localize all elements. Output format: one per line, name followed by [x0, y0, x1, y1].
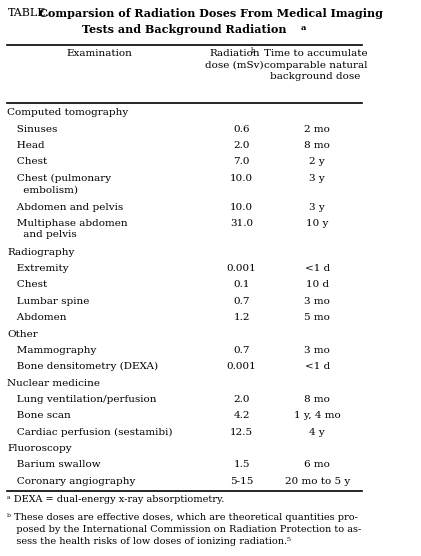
Text: 0.6: 0.6 [234, 125, 250, 133]
Text: Other: Other [8, 330, 38, 339]
Text: 31.0: 31.0 [230, 219, 253, 228]
Text: Lumbar spine: Lumbar spine [8, 297, 90, 306]
Text: a: a [301, 24, 306, 32]
Text: 0.7: 0.7 [234, 346, 250, 355]
Text: ᵃ DEXA = dual-energy x-ray absorptiometry.: ᵃ DEXA = dual-energy x-ray absorptiometr… [8, 495, 225, 504]
Text: Fluoroscopy: Fluoroscopy [8, 444, 72, 453]
Text: Mammography: Mammography [8, 346, 97, 355]
Text: 6 mo: 6 mo [304, 460, 330, 469]
Text: 8 mo: 8 mo [304, 395, 330, 404]
Text: Radiography: Radiography [8, 248, 75, 257]
Text: Coronary angiography: Coronary angiography [8, 477, 136, 486]
Text: 4 y: 4 y [309, 428, 325, 437]
Text: 0.001: 0.001 [227, 363, 256, 371]
Text: Lung ventilation/perfusion: Lung ventilation/perfusion [8, 395, 157, 404]
Text: Chest (pulmonary
     embolism): Chest (pulmonary embolism) [8, 173, 112, 194]
Text: Chest: Chest [8, 280, 48, 290]
Text: Tests and Background Radiation: Tests and Background Radiation [82, 24, 287, 35]
Text: ᵇ These doses are effective doses, which are theoretical quantities pro-
   pose: ᵇ These doses are effective doses, which… [8, 513, 362, 547]
Text: Head: Head [8, 141, 45, 150]
Text: 2 y: 2 y [309, 157, 325, 166]
Text: 8 mo: 8 mo [304, 141, 330, 150]
Text: Abdomen and pelvis: Abdomen and pelvis [8, 202, 124, 211]
Text: Bone scan: Bone scan [8, 411, 71, 420]
Text: 20 mo to 5 y: 20 mo to 5 y [285, 477, 350, 486]
Text: 10.0: 10.0 [230, 202, 253, 211]
Text: 1 y, 4 mo: 1 y, 4 mo [294, 411, 341, 420]
Text: 10.0: 10.0 [230, 173, 253, 183]
Text: 1.5: 1.5 [234, 460, 250, 469]
Text: Bone densitometry (DEXA): Bone densitometry (DEXA) [8, 363, 158, 371]
Text: 2.0: 2.0 [234, 395, 250, 404]
Text: 3 y: 3 y [309, 173, 325, 183]
Text: 10 y: 10 y [306, 219, 328, 228]
Text: <1 d: <1 d [305, 363, 330, 371]
Text: 7.0: 7.0 [234, 157, 250, 166]
Text: Barium swallow: Barium swallow [8, 460, 101, 469]
Text: 5 mo: 5 mo [304, 313, 330, 322]
Text: 0.001: 0.001 [227, 264, 256, 273]
Text: 12.5: 12.5 [230, 428, 253, 437]
Text: 3 y: 3 y [309, 202, 325, 211]
Text: 3 mo: 3 mo [304, 297, 330, 306]
Text: 0.7: 0.7 [234, 297, 250, 306]
Text: Chest: Chest [8, 157, 48, 166]
Text: 2.0: 2.0 [234, 141, 250, 150]
Text: Radiation
dose (mSv): Radiation dose (mSv) [205, 49, 264, 70]
Text: Comparsion of Radiation Doses From Medical Imaging: Comparsion of Radiation Doses From Medic… [39, 8, 383, 19]
Text: 5-15: 5-15 [230, 477, 253, 486]
Text: b: b [250, 47, 255, 54]
Text: Multiphase abdomen
     and pelvis: Multiphase abdomen and pelvis [8, 219, 128, 239]
Text: 4.2: 4.2 [234, 411, 250, 420]
Text: Examination: Examination [67, 49, 133, 58]
Text: Nuclear medicine: Nuclear medicine [8, 379, 100, 388]
Text: <1 d: <1 d [305, 264, 330, 273]
Text: Cardiac perfusion (sestamibi): Cardiac perfusion (sestamibi) [8, 428, 173, 437]
Text: Computed tomography: Computed tomography [8, 108, 129, 117]
Text: 10 d: 10 d [306, 280, 329, 290]
Text: Sinuses: Sinuses [8, 125, 58, 133]
Text: TABLE.: TABLE. [8, 8, 49, 18]
Text: Abdomen: Abdomen [8, 313, 67, 322]
Text: 2 mo: 2 mo [304, 125, 330, 133]
Text: 0.1: 0.1 [234, 280, 250, 290]
Text: 3 mo: 3 mo [304, 346, 330, 355]
Text: 1.2: 1.2 [234, 313, 250, 322]
Text: Time to accumulate
comparable natural
background dose: Time to accumulate comparable natural ba… [264, 49, 367, 81]
Text: Extremity: Extremity [8, 264, 69, 273]
